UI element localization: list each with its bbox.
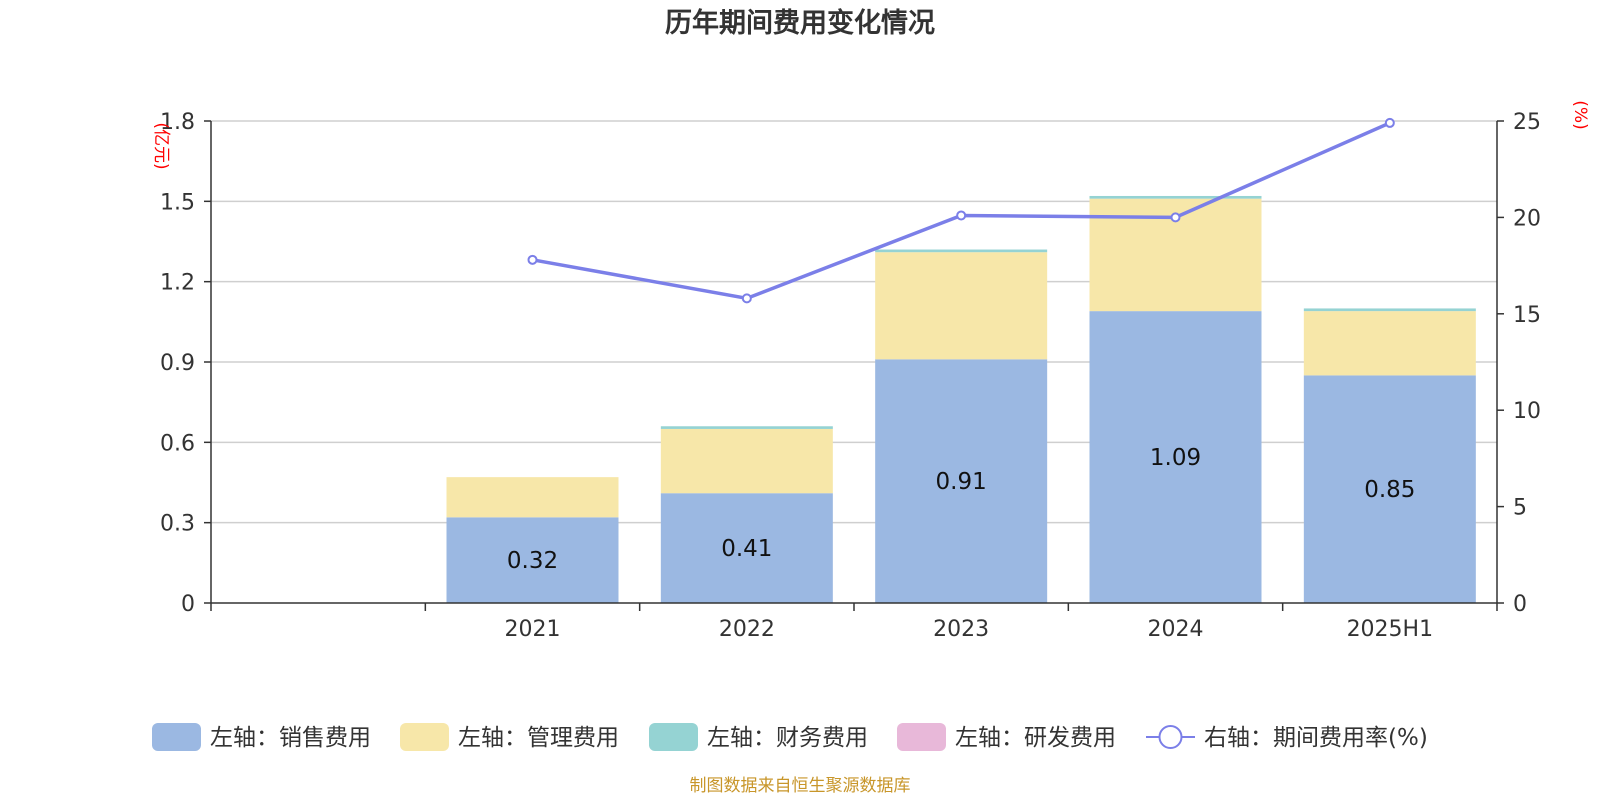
bar-data-label: 0.91	[936, 469, 987, 495]
bar-segment	[660, 493, 833, 603]
bar-segment	[1089, 311, 1262, 603]
bar-segment	[875, 252, 1048, 360]
legend-item[interactable]: 左轴：财务费用	[649, 723, 868, 751]
legend-item[interactable]: 左轴：研发费用	[897, 723, 1116, 751]
line-point	[527, 254, 538, 265]
legend-label: 右轴：期间费用率(%)	[1204, 725, 1428, 751]
left-axis-tick-label: 0.6	[160, 431, 195, 456]
legend-swatch	[400, 723, 449, 751]
legend-label: 左轴：财务费用	[707, 725, 868, 751]
bar-data-label: 0.41	[721, 536, 772, 562]
line-point	[1384, 117, 1395, 128]
bar-segment	[1089, 195, 1262, 199]
right-axis-unit-label: (%)	[1570, 100, 1590, 129]
bar-segment	[446, 477, 619, 518]
bar-series	[446, 195, 1476, 603]
bar-segment	[446, 517, 619, 603]
legend-label: 左轴：管理费用	[458, 725, 619, 751]
bar-segment	[875, 359, 1048, 603]
axes: 0 0.3 0.6 0.9 1.2 1.5 1.8 0 5 10 15 20 25 2021 2022 202…	[160, 110, 1541, 642]
legend-swatch	[152, 723, 201, 751]
bar-data-label: 1.09	[1150, 445, 1201, 471]
grid-lines	[211, 120, 1497, 524]
legend: 左轴：销售费用 左轴：管理费用 左轴：财务费用 左轴：研发费用 右轴：期间费用率(%)	[152, 723, 1428, 751]
right-axis-tick-label: 0	[1513, 592, 1527, 617]
x-axis-category-label: 2022	[719, 617, 775, 642]
left-axis-tick-label: 0.9	[160, 351, 195, 376]
bar-data-label: 0.85	[1364, 477, 1415, 503]
bar-segment	[1303, 375, 1476, 603]
bar-segment	[1303, 311, 1476, 376]
legend-item[interactable]: 左轴：管理费用	[400, 723, 619, 751]
line-point	[1170, 212, 1181, 223]
right-axis-tick-label: 20	[1513, 206, 1541, 231]
bar-data-labels: 0.32 0.41 0.91 1.09 0.85	[507, 445, 1416, 574]
x-axis-category-label: 2025H1	[1347, 617, 1434, 642]
x-axis-category-label: 2021	[505, 617, 561, 642]
legend-marker-icon	[1158, 725, 1183, 749]
left-axis-unit-label: (亿元)	[151, 122, 171, 169]
line-point	[956, 210, 967, 221]
left-axis-tick-label: 0.3	[160, 512, 195, 537]
line-series	[527, 117, 1395, 304]
line-point	[741, 293, 752, 304]
legend-label: 左轴：销售费用	[210, 725, 371, 751]
right-axis-tick-label: 5	[1513, 496, 1527, 521]
x-axis-category-label: 2024	[1148, 617, 1204, 642]
legend-item[interactable]: 右轴：期间费用率(%)	[1146, 725, 1428, 751]
legend-swatch	[649, 723, 698, 751]
right-axis-tick-label: 15	[1513, 303, 1541, 328]
right-axis-tick-label: 10	[1513, 399, 1541, 424]
bar-segment	[660, 428, 833, 494]
left-axis-tick-label: 1.5	[160, 190, 195, 215]
chart-title: 历年期间费用变化情况	[665, 7, 935, 39]
x-axis-category-label: 2023	[933, 617, 989, 642]
left-axis-tick-label: 1.2	[160, 271, 195, 296]
left-axis-tick-label: 1.8	[160, 110, 195, 135]
data-source-note: 制图数据来自恒生聚源数据库	[690, 776, 911, 796]
legend-swatch	[897, 723, 946, 751]
bar-segment	[1303, 308, 1476, 312]
legend-item[interactable]: 左轴：销售费用	[152, 723, 371, 751]
left-axis-tick-label: 0	[181, 592, 195, 617]
legend-label: 左轴：研发费用	[955, 725, 1116, 751]
bar-data-label: 0.32	[507, 548, 558, 574]
bar-segment	[660, 426, 833, 429]
bar-segment	[875, 249, 1048, 253]
right-axis-tick-label: 25	[1513, 110, 1541, 135]
